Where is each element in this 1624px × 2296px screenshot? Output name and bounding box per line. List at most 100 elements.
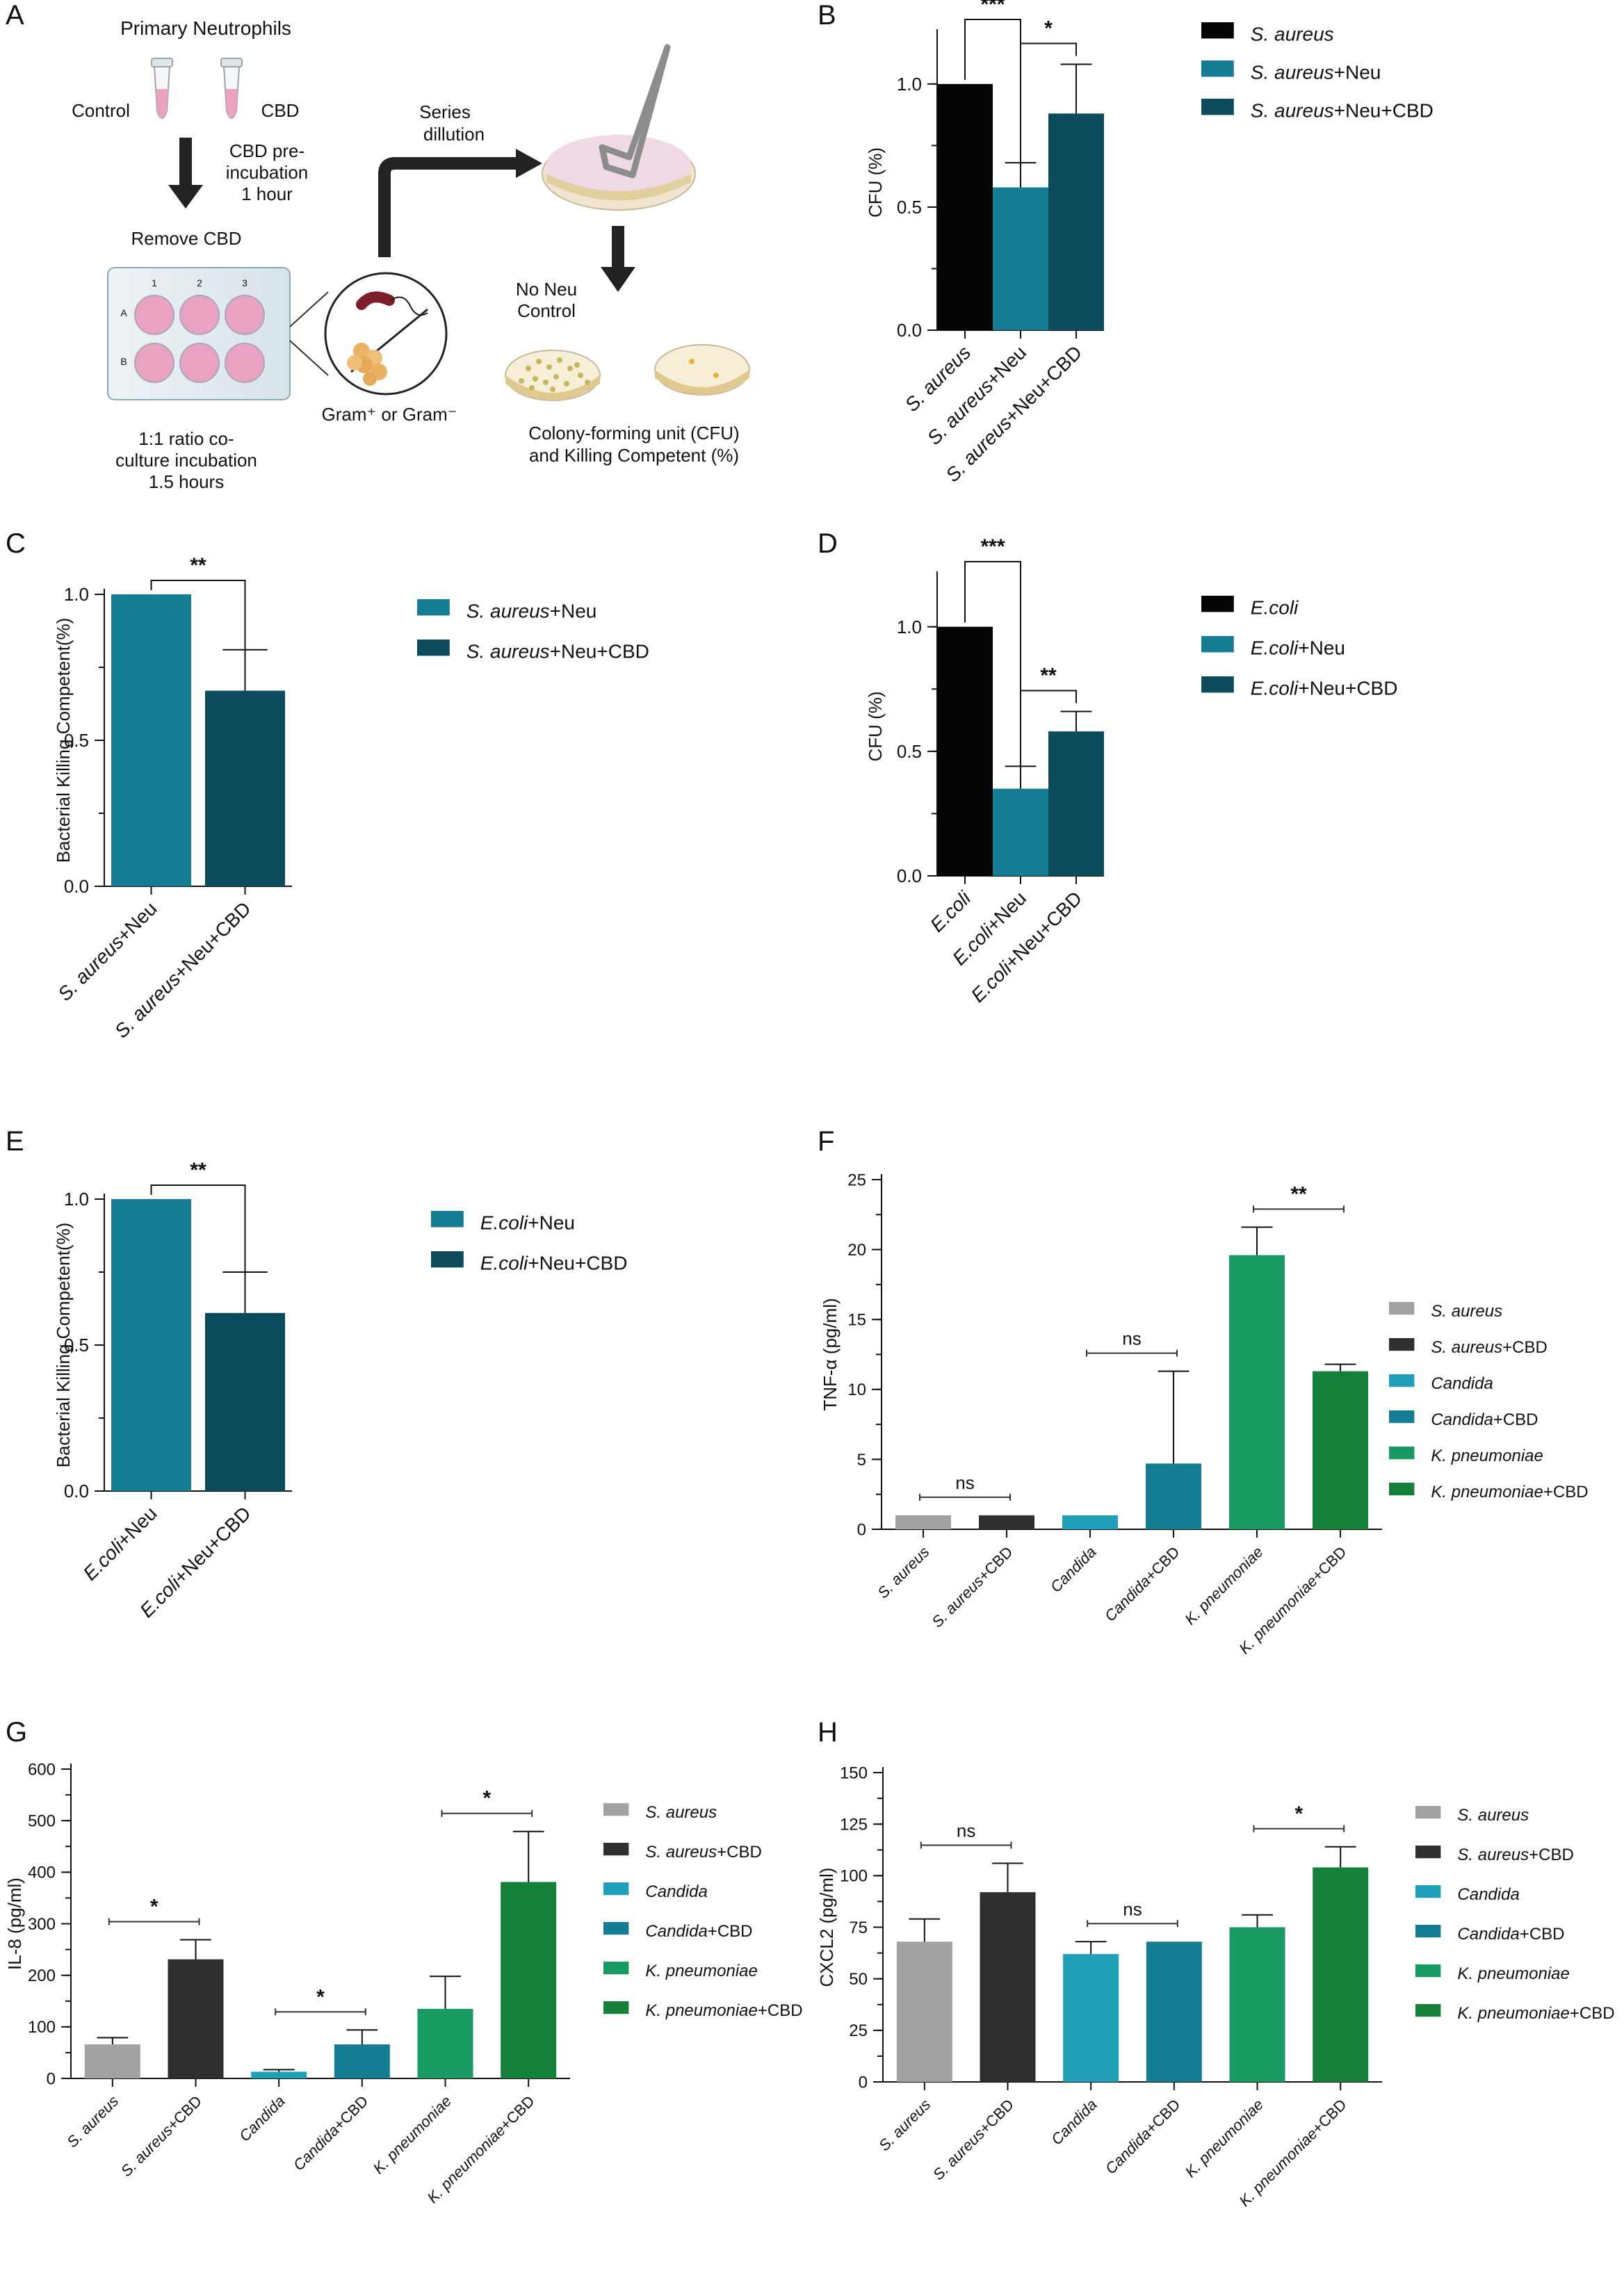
y-axis-label: Bacterial Killing Competent(%) bbox=[53, 1223, 74, 1468]
panel-d: D 0.0 0.5 1.0 CFU (%) E.coli E.coli+Neu E.coli… bbox=[812, 528, 1624, 1098]
y-tick-label: 50 bbox=[849, 1970, 868, 1989]
y-tick-label: 400 bbox=[28, 1864, 56, 1882]
panel-letter-e: E bbox=[6, 1126, 24, 1157]
x-category-label: Candida bbox=[1047, 1543, 1100, 1596]
panel-letter-a: A bbox=[6, 0, 24, 31]
x-category-label: E.coli+Neu bbox=[79, 1502, 161, 1584]
significance-bracket bbox=[275, 2008, 366, 2016]
significance-bracket bbox=[964, 561, 1021, 785]
legend-label: Candida+CBD bbox=[1431, 1410, 1538, 1429]
bar bbox=[1313, 1371, 1368, 1529]
bar bbox=[417, 2008, 473, 2078]
panel-letter-h: H bbox=[818, 1717, 838, 1748]
x-category-label: S. aureus+CBD bbox=[929, 2096, 1017, 2183]
legend-swatch bbox=[431, 1211, 464, 1228]
preincubation-line-1: CBD pre- bbox=[229, 140, 304, 161]
bar bbox=[937, 83, 993, 330]
x-category-label: K. pneumoniae bbox=[1182, 2096, 1267, 2181]
y-tick-label: 10 bbox=[847, 1381, 866, 1399]
colony-dish-sparse-icon bbox=[654, 344, 750, 396]
legend-label: S. aureus+Neu+CBD bbox=[1251, 99, 1434, 121]
significance-label: * bbox=[316, 1985, 325, 2008]
legend-label: E.coli+Neu bbox=[1251, 637, 1345, 658]
well-plate-icon: 1 2 3 A B bbox=[107, 267, 291, 400]
bar bbox=[1229, 1255, 1285, 1529]
significance-label: * bbox=[482, 1787, 491, 1810]
panel-c: C 0.0 0.5 1.0 Bacterial Killing Competent(%… bbox=[0, 528, 812, 1098]
cbd-tube-icon bbox=[220, 58, 243, 119]
legend-label: K. pneumoniae bbox=[645, 1962, 757, 1980]
significance-bracket bbox=[150, 1184, 246, 1309]
y-tick-label: 100 bbox=[28, 2018, 56, 2037]
panel-f: F 0 5 10 15 20 25 TNF-α (pg/ml) S. aureus S. aur… bbox=[812, 1126, 1624, 1696]
y-tick-label: 0.0 bbox=[897, 320, 922, 341]
x-category-label: K. pneumoniae bbox=[1181, 1543, 1266, 1628]
control-tube-icon bbox=[151, 58, 173, 119]
y-axis-label: CFU (%) bbox=[865, 147, 886, 218]
legend-swatch bbox=[603, 1882, 629, 1896]
bacteria-zoom-icon bbox=[324, 272, 448, 396]
legend-swatch bbox=[1415, 2004, 1441, 2017]
panel-letter-c: C bbox=[6, 528, 26, 559]
x-category-label: S. aureus bbox=[874, 1543, 932, 1602]
bar bbox=[501, 1882, 557, 2078]
legend-swatch bbox=[603, 1803, 629, 1816]
significance-label: ns bbox=[957, 1821, 975, 1841]
legend-swatch bbox=[1389, 1374, 1415, 1387]
legend-label: Candida bbox=[1457, 1885, 1519, 1904]
svg-text:2: 2 bbox=[197, 277, 202, 288]
x-category-label: Candida+CBD bbox=[290, 2092, 372, 2174]
remove-cbd-label: Remove CBD bbox=[131, 228, 242, 249]
legend-label: S. aureus+CBD bbox=[645, 1843, 761, 1862]
significance-bracket bbox=[150, 580, 246, 687]
legend-label: K. pneumoniae bbox=[1457, 1964, 1569, 1983]
y-tick-label: 0 bbox=[47, 2069, 56, 2088]
significance-bracket bbox=[108, 1918, 200, 1925]
panel-h: H 0 25 50 75 100 125 150 CXCL2 (pg/ml) S. aureus… bbox=[812, 1717, 1624, 2287]
bar bbox=[1313, 1867, 1369, 2082]
bar bbox=[993, 187, 1048, 330]
legend-label: Candida+CBD bbox=[1457, 1925, 1564, 1944]
down-arrow-icon bbox=[168, 138, 203, 209]
x-category-label: S. aureus+CBD bbox=[117, 2092, 205, 2180]
bar bbox=[937, 626, 993, 876]
y-axis-label: Bacterial Killing Competent(%) bbox=[53, 618, 74, 863]
y-tick-label: 15 bbox=[847, 1311, 866, 1330]
y-axis-label: CXCL2 (pg/ml) bbox=[816, 1868, 837, 1987]
legend-label: K. pneumoniae bbox=[1431, 1447, 1543, 1465]
y-tick-label: 0.5 bbox=[64, 730, 89, 751]
legend-label: E.coli+Neu+CBD bbox=[480, 1252, 628, 1273]
cfu-ecoli-chart: 0.0 0.5 1.0 CFU (%) E.coli E.coli+Neu E.coli+N… bbox=[865, 535, 1397, 1007]
cbd-label: CBD bbox=[261, 100, 300, 121]
y-tick-label: 0.5 bbox=[897, 741, 922, 762]
colony-dish-dense-icon bbox=[505, 350, 601, 401]
legend-label: S. aureus+Neu bbox=[466, 600, 597, 621]
preincubation-line-3: 1 hour bbox=[241, 184, 293, 204]
x-category-label: S. aureus bbox=[63, 2092, 122, 2151]
significance-label: ** bbox=[190, 1159, 206, 1182]
coculture-line-2: culture incubation bbox=[115, 450, 257, 471]
killing-saureus-chart: 0.0 0.5 1.0 Bacterial Killing Competent(%) S… bbox=[53, 554, 649, 1042]
y-tick-label: 0.5 bbox=[897, 197, 922, 218]
bar bbox=[895, 1515, 951, 1529]
y-tick-label: 125 bbox=[840, 1816, 868, 1834]
bar bbox=[993, 788, 1048, 876]
legend-label: S. aureus+CBD bbox=[1431, 1338, 1547, 1357]
svg-text:A: A bbox=[120, 307, 127, 318]
panel-e: E 0.0 0.5 1.0 Bacterial Killing Competent(%… bbox=[0, 1126, 812, 1696]
legend-label: S. aureus+Neu+CBD bbox=[466, 640, 649, 662]
series-line-2: dillution bbox=[423, 124, 485, 145]
legend-label: K. pneumoniae+CBD bbox=[645, 2001, 802, 2020]
y-tick-label: 1.0 bbox=[64, 1189, 89, 1210]
legend-swatch bbox=[603, 1922, 629, 1935]
y-tick-label: 200 bbox=[28, 1967, 56, 1985]
y-tick-label: 25 bbox=[849, 2021, 868, 2040]
significance-label: ** bbox=[1290, 1182, 1307, 1205]
bar bbox=[896, 1941, 952, 2082]
y-tick-label: 0.0 bbox=[64, 1481, 89, 1501]
cfu-saureus-chart: 0.0 0.5 1.0 CFU (%) S. aureus S. aureus+Neu S.… bbox=[865, 0, 1434, 486]
bar bbox=[111, 594, 191, 886]
bar bbox=[84, 2044, 140, 2078]
y-axis-label: IL-8 (pg/ml) bbox=[4, 1878, 25, 1970]
